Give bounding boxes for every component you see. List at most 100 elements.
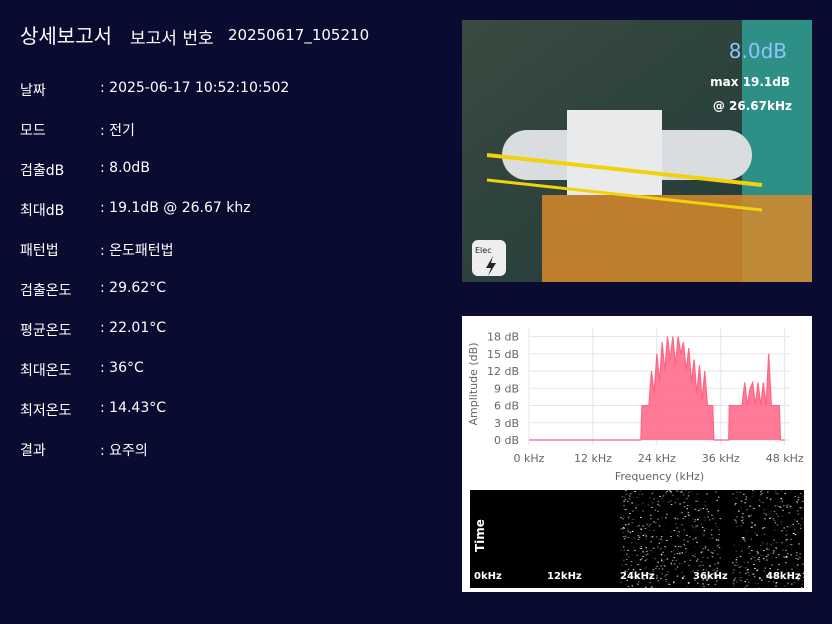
noise-dot: [811, 550, 812, 552]
noise-dot: [797, 523, 800, 525]
noise-dot: [751, 556, 754, 558]
noise-dot: [765, 514, 768, 516]
noise-dot: [706, 513, 708, 515]
noise-dot: [673, 530, 676, 532]
noise-dot: [734, 504, 736, 506]
noise-dot: [766, 548, 768, 550]
noise-dot: [652, 568, 655, 570]
noise-dot: [806, 529, 809, 531]
noise-dot: [767, 554, 769, 556]
noise-dot: [741, 577, 743, 579]
noise-dot: [796, 501, 798, 503]
noise-dot: [692, 510, 695, 512]
noise-dot: [652, 547, 655, 549]
noise-dot: [712, 518, 714, 520]
noise-dot: [701, 551, 703, 553]
noise-dot: [632, 569, 635, 571]
noise-dot: [623, 528, 625, 530]
noise-dot: [667, 583, 669, 585]
noise-dot: [637, 571, 639, 573]
noise-dot: [783, 556, 785, 558]
noise-dot: [808, 523, 810, 525]
noise-dot: [669, 500, 672, 502]
noise-dot: [745, 572, 747, 574]
noise-dot: [762, 502, 764, 504]
noise-dot: [793, 565, 795, 567]
noise-dot: [757, 569, 759, 571]
noise-dot: [695, 525, 697, 527]
noise-dot: [678, 531, 680, 533]
noise-dot: [648, 497, 651, 499]
noise-dot: [652, 571, 655, 573]
noise-dot: [715, 525, 718, 527]
noise-dot: [657, 518, 659, 520]
noise-dot: [676, 552, 679, 554]
noise-dot: [762, 527, 764, 529]
noise-dot: [775, 513, 778, 515]
noise-dot: [715, 520, 717, 521]
noise-dot: [702, 548, 704, 550]
noise-dot: [693, 529, 695, 531]
noise-dot: [680, 491, 682, 493]
noise-dot: [629, 531, 632, 533]
max-db: max 19.1dB: [710, 75, 790, 89]
noise-dot: [787, 583, 789, 585]
noise-dot: [653, 521, 655, 523]
noise-dot: [805, 540, 808, 542]
noise-dot: [684, 577, 687, 579]
noise-dot: [704, 562, 707, 564]
noise-dot: [651, 557, 653, 559]
noise-dot: [704, 500, 706, 502]
noise-dot: [716, 499, 718, 501]
noise-dot: [650, 551, 653, 553]
noise-dot: [620, 502, 623, 504]
noise-dot: [714, 563, 716, 565]
noise-dot: [800, 524, 802, 526]
spectrogram-tick: 12kHz: [547, 571, 582, 582]
noise-dot: [678, 553, 680, 555]
noise-dot: [795, 557, 797, 559]
noise-dot: [712, 537, 714, 539]
noise-dot: [749, 551, 752, 553]
noise-dot: [660, 538, 663, 540]
noise-dot: [718, 547, 721, 549]
noise-dot: [800, 587, 803, 589]
noise-dot: [776, 581, 778, 583]
noise-dot: [627, 528, 629, 530]
noise-dot: [777, 515, 779, 517]
noise-dot: [699, 564, 702, 566]
noise-dot: [632, 518, 635, 520]
noise-dot: [650, 536, 652, 538]
noise-dot: [703, 586, 705, 588]
noise-dot: [780, 498, 782, 500]
noise-dot: [642, 550, 644, 552]
noise-dot: [663, 555, 666, 557]
noise-dot: [708, 565, 711, 567]
noise-dot: [704, 505, 707, 507]
noise-dot: [697, 509, 700, 511]
noise-dot: [633, 529, 635, 530]
noise-dot: [740, 506, 742, 508]
noise-dot: [637, 539, 640, 541]
noise-dot: [692, 570, 694, 572]
noise-dot: [778, 563, 780, 565]
noise-dot: [718, 529, 720, 531]
noise-dot: [681, 572, 683, 574]
noise-dot: [660, 558, 663, 560]
noise-dot: [717, 562, 719, 564]
noise-dot: [676, 566, 679, 568]
noise-dot: [633, 537, 636, 539]
noise-dot: [699, 508, 702, 510]
noise-dot: [749, 505, 752, 507]
noise-dot: [741, 520, 743, 522]
noise-dot: [663, 498, 665, 499]
noise-dot: [719, 557, 721, 559]
noise-dot: [768, 574, 771, 576]
noise-dot: [640, 532, 642, 534]
noise-dot: [764, 567, 767, 569]
noise-dot: [775, 490, 777, 492]
noise-dot: [801, 583, 804, 585]
noise-dot: [696, 558, 699, 560]
noise-dot: [763, 557, 766, 559]
